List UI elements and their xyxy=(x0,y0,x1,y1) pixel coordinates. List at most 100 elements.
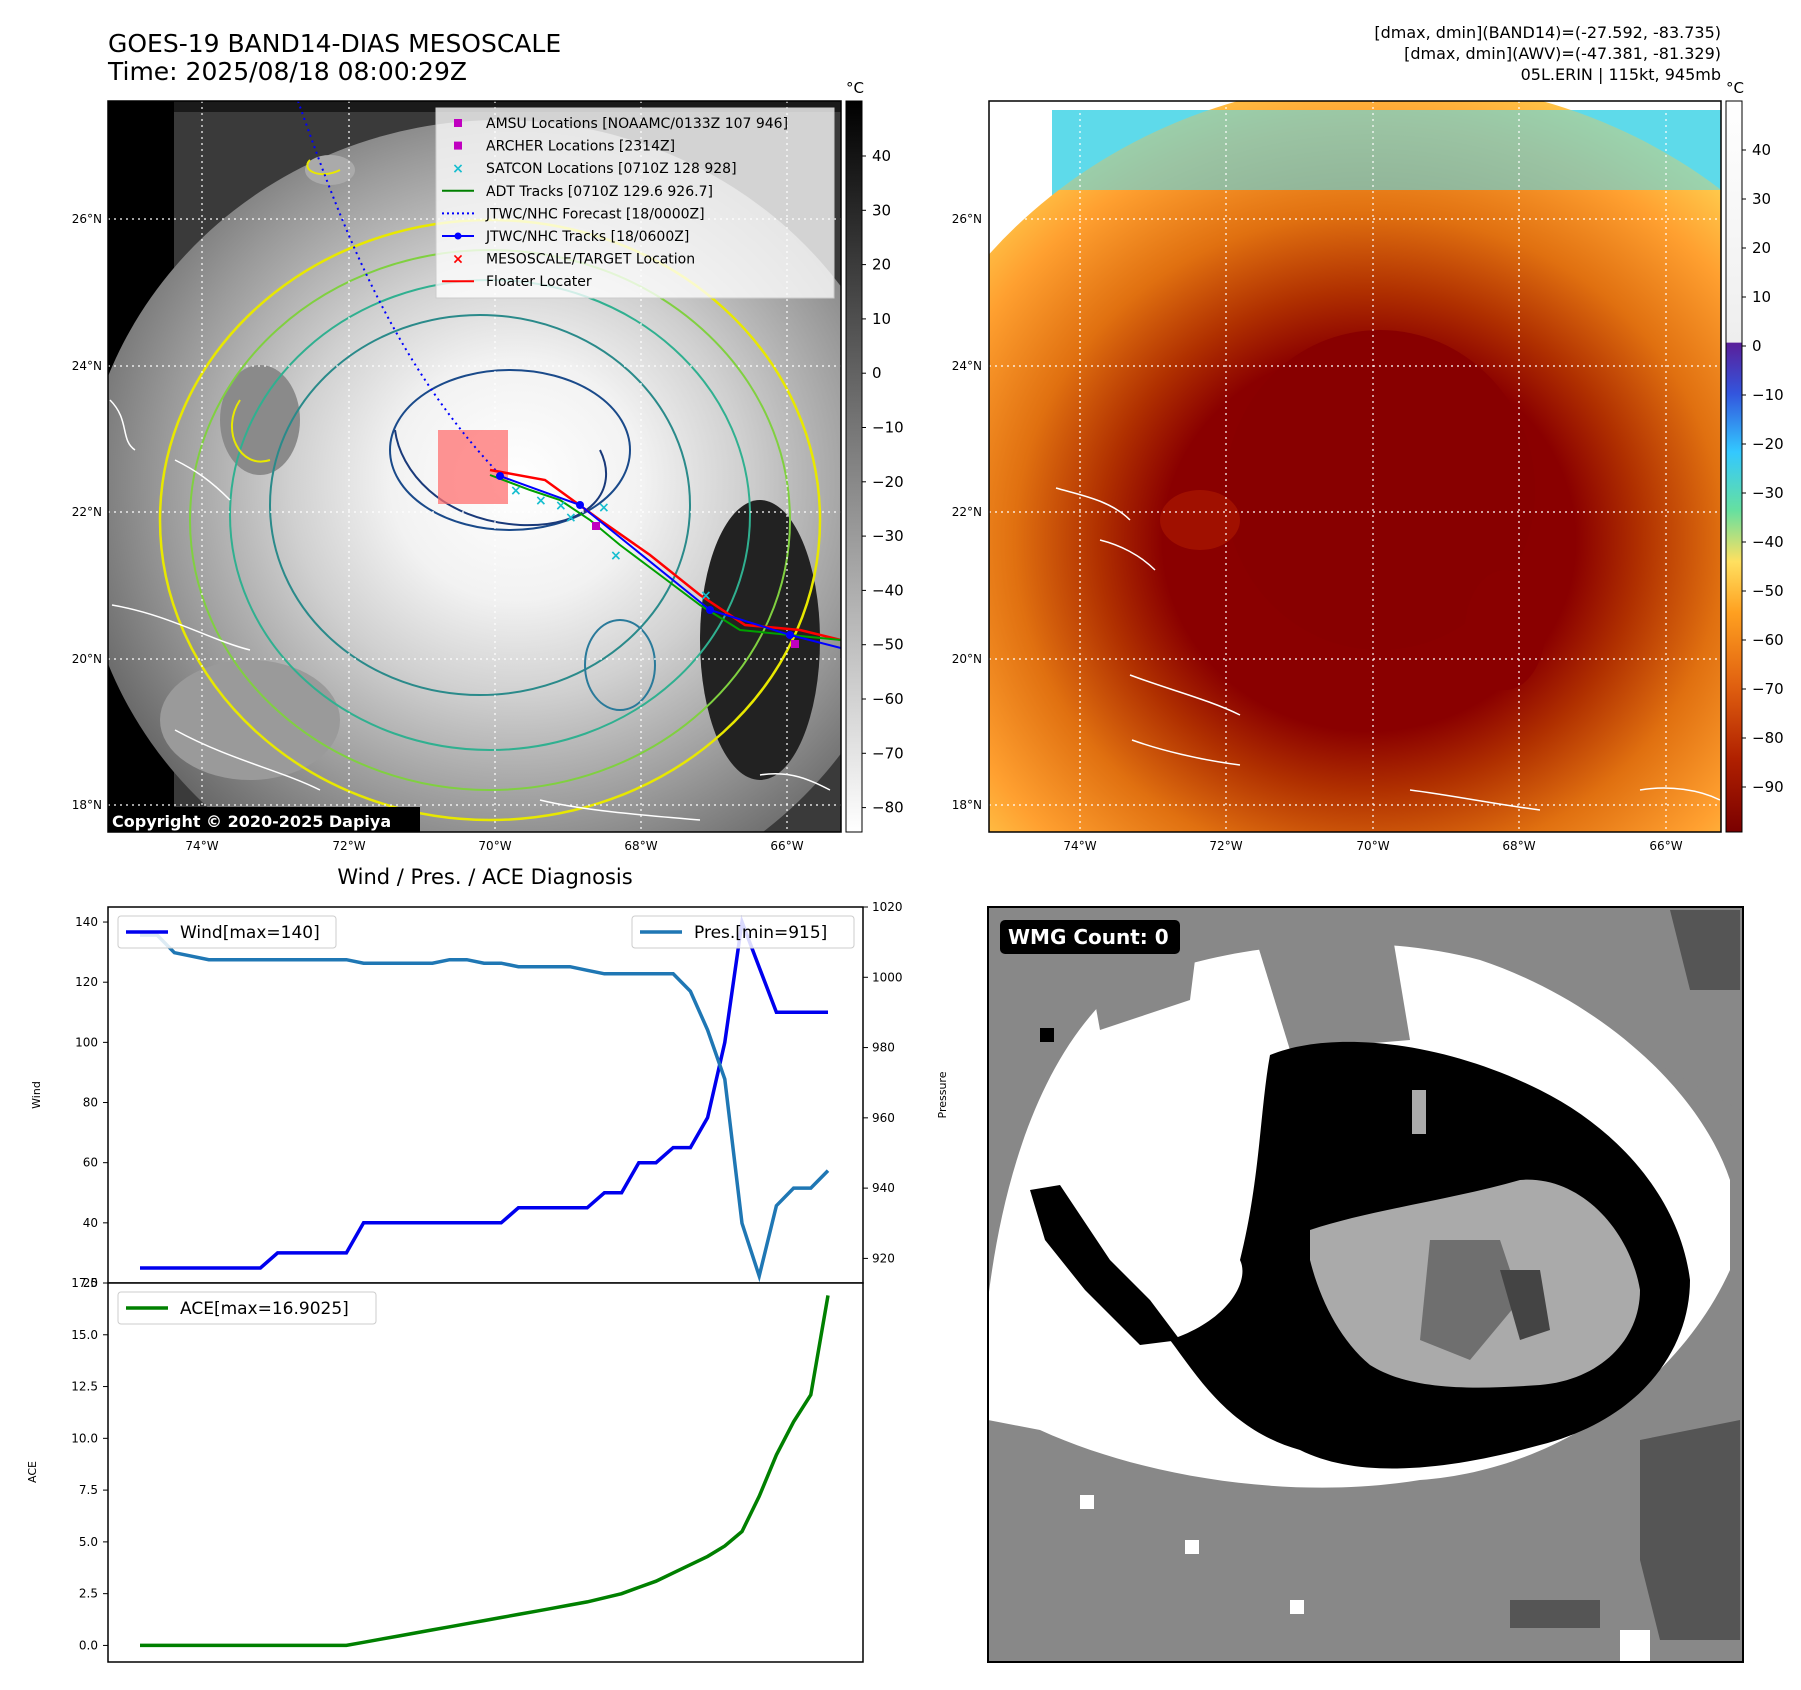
map-legend-entry: ADT Tracks [0710Z 129.6 926.7] xyxy=(442,184,713,200)
rgb-colorbar-tick-label: −50 xyxy=(1752,582,1784,600)
rgb-colorbar-tick-label: 30 xyxy=(1752,190,1771,208)
figure-title-line1: GOES-19 BAND14-DIAS MESOSCALE xyxy=(108,29,561,58)
ace-tick-label: 7.5 xyxy=(79,1483,98,1497)
dmax-band14-text: [dmax, dmin](BAND14)=(-27.592, -83.735) xyxy=(1374,23,1721,42)
ir-colorbar-tick-label: −30 xyxy=(872,527,904,545)
rgb-colorbar-tick-label: −70 xyxy=(1752,680,1784,698)
ace-tick-label: 5.0 xyxy=(79,1535,98,1549)
map-legend-entry: Floater Locater xyxy=(442,274,592,290)
ir-colorbar-tick-label: −80 xyxy=(872,799,904,817)
rgb-lon-label: 68°W xyxy=(1502,839,1535,853)
ir-colorbar-tick-label: 20 xyxy=(872,256,891,274)
rgb-map-panel: 74°W 72°W 70°W 68°W 66°W 26°N 24°N 22°N 20°N 18°… xyxy=(952,100,1722,853)
map-legend-entry: AMSU Locations [NOAAMC/0133Z 107 946] xyxy=(454,116,788,132)
wind-tick-label: 140 xyxy=(75,915,98,929)
rgb-colorbar: °C 40 30 20 10 0 −10 −20 −30 −40 −50 −60 −70 −80 −90 xyxy=(1725,79,1784,833)
map-legend-entry: × MESOSCALE/TARGET Location xyxy=(452,252,695,268)
rgb-lon-label: 74°W xyxy=(1063,839,1096,853)
rgb-lat-label: 22°N xyxy=(952,505,982,519)
ir-colorbar-tick-label: −70 xyxy=(872,744,904,762)
svg-text:×: × xyxy=(452,252,464,268)
ir-colorbar-tick-label: −10 xyxy=(872,419,904,437)
wind-tick-label: 100 xyxy=(75,1035,98,1049)
svg-text:×: × xyxy=(555,498,567,514)
ace-legend-label: ACE[max=16.9025] xyxy=(180,1299,349,1319)
ir-colorbar: °C 40 30 20 10 0 −10 −20 −30 −40 −50 −60 −70 −80 xyxy=(845,79,904,833)
wind-legend-label: Wind[max=140] xyxy=(180,923,320,943)
svg-text:×: × xyxy=(598,500,610,516)
rgb-lon-label: 72°W xyxy=(1209,839,1242,853)
ir-lat-label: 20°N xyxy=(72,652,102,666)
map-legend-label: ADT Tracks [0710Z 129.6 926.7] xyxy=(486,184,713,200)
ace-series-line xyxy=(140,1295,830,1648)
rgb-colorbar-tick-label: −90 xyxy=(1752,778,1784,796)
map-legend-label: MESOSCALE/TARGET Location xyxy=(486,252,695,268)
pressure-axis-label: Pressure xyxy=(936,1071,949,1118)
ace-axis-label: ACE xyxy=(26,1461,39,1483)
pressure-tick-label: 920 xyxy=(872,1251,895,1265)
rgb-colorbar-tick-label: −60 xyxy=(1752,631,1784,649)
ir-lat-label: 22°N xyxy=(72,505,102,519)
ir-colorbar-tick-label: −40 xyxy=(872,581,904,599)
ir-map-panel: ×× × ××× × Copyright © 2020-2025 Dapiya A… xyxy=(72,100,842,853)
rgb-colorbar-tick-label: −30 xyxy=(1752,484,1784,502)
wmg-count-box xyxy=(1000,920,1180,954)
map-legend-entry: JTWC/NHC Forecast [18/0000Z] xyxy=(442,206,705,222)
rgb-colorbar-tick-label: 0 xyxy=(1752,337,1762,355)
forecast-track-line xyxy=(297,101,503,478)
pressure-tick-label: 980 xyxy=(872,1041,895,1055)
map-legend-label: ARCHER Locations [2314Z] xyxy=(486,139,675,155)
dmax-awv-text: [dmax, dmin](AWV)=(-47.381, -81.329) xyxy=(1404,44,1721,63)
pressure-tick-label: 1000 xyxy=(872,970,903,984)
pressure-legend: Pres.[min=915] xyxy=(631,915,855,949)
rgb-colorbar-tick-label: −40 xyxy=(1752,533,1784,551)
ir-colorbar-tick-label: 0 xyxy=(872,364,882,382)
map-legend-label: JTWC/NHC Forecast [18/0000Z] xyxy=(485,206,705,222)
figure-title-line2: Time: 2025/08/18 08:00:29Z xyxy=(107,57,467,86)
wind-tick-label: 60 xyxy=(83,1156,98,1170)
ir-colorbar-tick-label: 40 xyxy=(872,147,891,165)
ir-lat-label: 26°N xyxy=(72,212,102,226)
rgb-colorbar-tick-label: −10 xyxy=(1752,386,1784,404)
svg-text:×: × xyxy=(510,483,522,499)
wmg-panel: WMG Count: 0 xyxy=(987,906,1744,1663)
pressure-legend-label: Pres.[min=915] xyxy=(694,923,827,943)
floater-track-line xyxy=(489,468,841,642)
svg-text:×: × xyxy=(700,588,712,604)
svg-text:×: × xyxy=(610,548,622,564)
map-legend-entry: JTWC/NHC Tracks [18/0600Z] xyxy=(442,229,689,245)
svg-text:×: × xyxy=(452,161,464,177)
ace-legend: ACE[max=16.9025] xyxy=(117,1291,377,1325)
rgb-lat-label: 26°N xyxy=(952,212,982,226)
ir-colorbar-tick-label: −60 xyxy=(872,690,904,708)
rgb-colorbar-unit: °C xyxy=(1726,79,1744,97)
ace-tick-label: 10.0 xyxy=(71,1431,98,1445)
mesoscale-target-box xyxy=(438,430,508,504)
ace-tick-label: 12.5 xyxy=(71,1380,98,1394)
ir-colorbar-tick-label: 30 xyxy=(872,201,891,219)
storm-info-text: 05L.ERIN | 115kt, 945mb xyxy=(1521,65,1721,84)
map-legend-label: JTWC/NHC Tracks [18/0600Z] xyxy=(485,229,689,245)
map-legend-label: AMSU Locations [NOAAMC/0133Z 107 946] xyxy=(486,116,788,132)
map-legend-label: Floater Locater xyxy=(486,274,592,290)
ir-lat-label: 18°N xyxy=(72,798,102,812)
ace-tick-label: 15.0 xyxy=(71,1328,98,1342)
ir-colorbar-tick-label: 10 xyxy=(872,310,891,328)
ace-tick-label: 17.5 xyxy=(71,1276,98,1290)
ir-lon-label: 72°W xyxy=(332,839,365,853)
ir-colorbar-tick-label: −50 xyxy=(872,636,904,654)
wmg-count-label: WMG Count: 0 xyxy=(1008,925,1169,949)
ir-lon-label: 66°W xyxy=(770,839,803,853)
wind-tick-label: 20 xyxy=(83,1276,98,1290)
diagnosis-chart: Wind / Pres. / ACE Diagnosis Wind Pressu… xyxy=(26,865,949,1663)
wind-tick-label: 120 xyxy=(75,975,98,989)
diagnosis-title: Wind / Pres. / ACE Diagnosis xyxy=(337,865,632,889)
rgb-colorbar-tick-label: −80 xyxy=(1752,729,1784,747)
svg-text:×: × xyxy=(565,510,577,526)
wind-legend: Wind[max=140] xyxy=(117,915,337,949)
ir-colorbar-tick-label: −20 xyxy=(872,473,904,491)
ace-tick-label: 2.5 xyxy=(79,1587,98,1601)
map-legend xyxy=(435,107,835,299)
ir-lat-label: 24°N xyxy=(72,359,102,373)
